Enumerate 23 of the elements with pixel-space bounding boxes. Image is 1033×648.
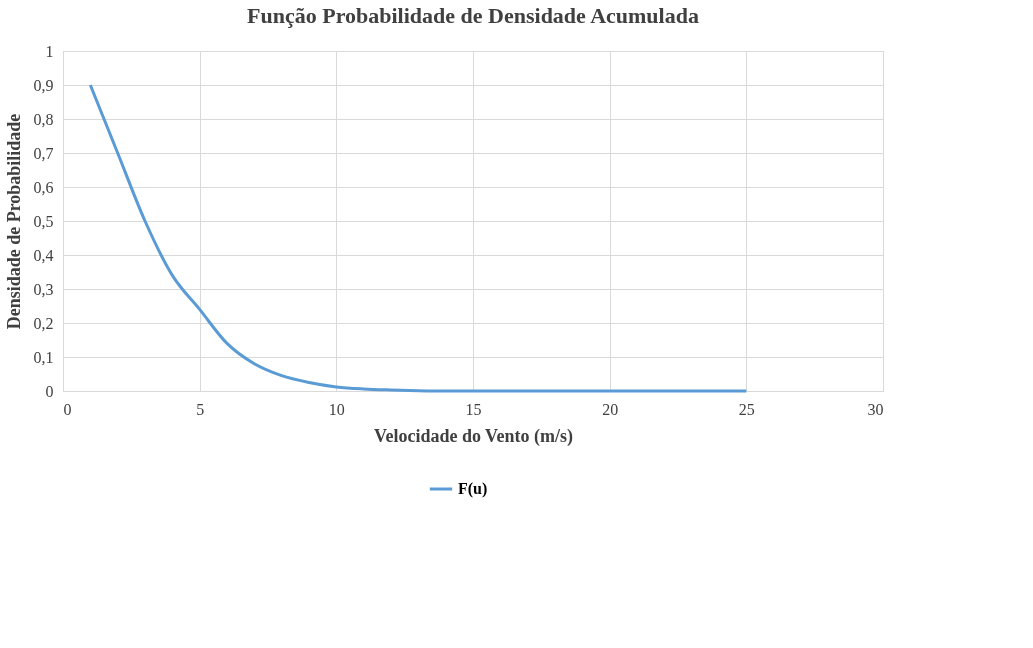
y-tick-label: 0,3 (33, 280, 54, 298)
y-tick-label: 0,5 (33, 212, 54, 230)
y-tick-label: 0,2 (33, 314, 54, 332)
y-tick-label: 0,1 (33, 348, 54, 366)
x-tick-label: 30 (867, 400, 884, 418)
y-tick-label: 0,6 (33, 178, 54, 196)
x-axis-title: Velocidade do Vento (m/s) (374, 425, 573, 447)
y-axis-title: Densidade de Probabilidade (3, 113, 24, 330)
x-tick-label: 15 (465, 400, 482, 418)
x-tick-label: 5 (196, 400, 205, 418)
x-tick-label: 10 (328, 400, 345, 418)
x-tick-label: 0 (63, 400, 72, 418)
x-tick-label: 25 (738, 400, 755, 418)
y-tick-label: 0,8 (33, 110, 54, 128)
y-tick-label: 0,7 (33, 144, 54, 162)
y-tick-label: 0,4 (33, 246, 54, 264)
y-tick-label: 0,9 (33, 76, 54, 94)
line-series (88, 83, 748, 393)
chart-title: Função Probabilidade de Densidade Acumulada (247, 3, 699, 28)
legend-label: F(u) (458, 480, 488, 498)
y-tick-label: 0 (45, 382, 54, 400)
y-tick-label: 1 (45, 42, 54, 60)
x-tick-label: 20 (602, 400, 619, 418)
